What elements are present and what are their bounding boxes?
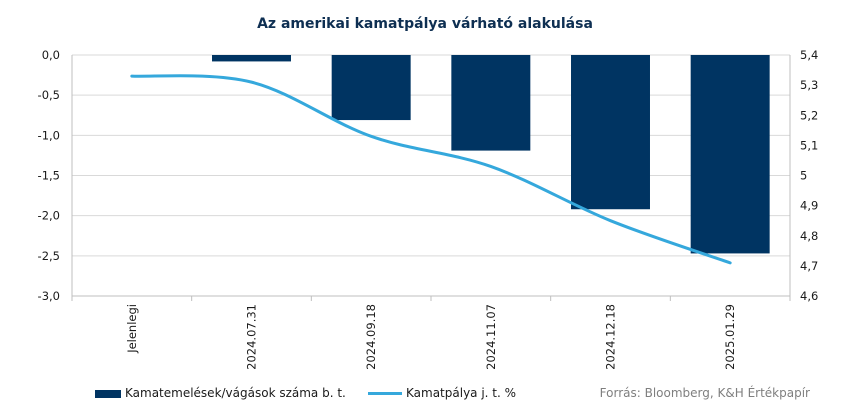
source-note: Forrás: Bloomberg, K&H Értékpapír: [599, 386, 810, 400]
right-axis-tick-label: 5,3: [800, 78, 818, 92]
bar: [212, 55, 291, 62]
legend-label-bars: Kamatemelések/vágások száma b. t.: [125, 386, 346, 400]
bar: [690, 55, 770, 254]
right-axis-tick-label: 4,8: [800, 229, 818, 243]
series-line: [130, 74, 732, 265]
right-axis-tick-label: 4,6: [800, 289, 818, 303]
legend-label-line: Kamatpálya j. t. %: [406, 386, 517, 400]
left-axis-tick-label: -1,5: [38, 169, 60, 183]
right-axis-tick-label: 4,9: [800, 199, 818, 213]
left-axis-tick-label: -3,0: [38, 289, 60, 303]
left-axis-tick-label: -1,0: [38, 128, 60, 142]
right-axis-tick-label: 5,4: [800, 48, 818, 62]
legend-swatch-bar: [95, 389, 121, 398]
chart-title: Az amerikai kamatpálya várható alakulása: [257, 16, 593, 32]
axes: 0,0 -0,5 -1,0 -1,5 -2,0 -2,5 -3,0 5,4 5,3 5,2 5,1 5…: [38, 48, 819, 370]
bar: [331, 55, 411, 121]
x-axis-tick-label: 2024.07.31: [245, 304, 259, 370]
left-axis-tick-label: 0,0: [42, 48, 60, 62]
x-axis-tick-label: Jelenlegi: [125, 304, 139, 354]
right-axis-tick-label: 5: [800, 169, 807, 183]
x-axis-tick-label: 2024.09.18: [364, 304, 378, 370]
x-axis-tick-label: 2025.01.29: [723, 304, 737, 370]
legend-swatch-line: [368, 392, 402, 395]
left-axis-tick-label: -0,5: [38, 88, 60, 102]
bar-series: [212, 55, 770, 254]
right-axis-tick-label: 5,2: [800, 108, 818, 122]
gridlines: [72, 54, 790, 257]
left-axis-tick-label: -2,5: [38, 249, 60, 263]
bar: [571, 55, 650, 210]
x-axis-tick-label: 2024.12.18: [604, 304, 618, 370]
line-series: [130, 74, 732, 265]
right-axis-tick-label: 4,7: [800, 259, 818, 273]
legend-item-line: Kamatpálya j. t. %: [368, 386, 516, 400]
bar: [451, 55, 531, 151]
left-axis-tick-label: -2,0: [38, 209, 60, 223]
x-axis-tick-label: 2024.11.07: [484, 304, 498, 370]
right-axis-tick-label: 5,1: [800, 138, 818, 152]
legend-item-bars: Kamatemelések/vágások száma b. t.: [95, 386, 346, 400]
